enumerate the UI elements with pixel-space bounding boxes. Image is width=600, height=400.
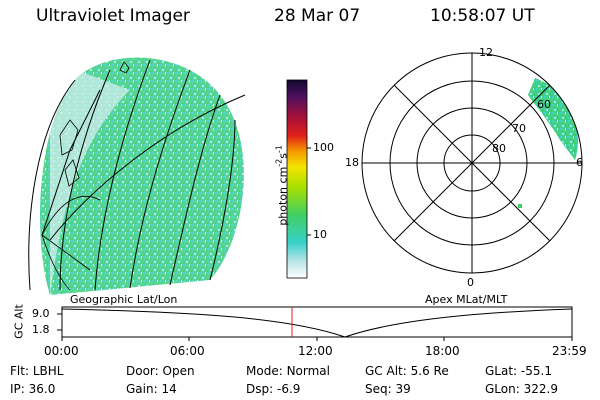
mlat-label-80: 80 (492, 142, 506, 155)
polar-panel-label: Apex MLat/MLT (425, 293, 508, 306)
seq-status: Seq: 39 (365, 382, 411, 396)
door-status: Door: Open (126, 364, 195, 378)
door-label: Door: (126, 364, 159, 378)
time-label: 10:58:07 UT (430, 6, 535, 26)
gcalt-value: 5.6 Re (410, 364, 449, 378)
glon-status: GLon: 322.9 (485, 382, 558, 396)
geo-panel-label: Geographic Lat/Lon (70, 293, 178, 306)
gcalt-status: GC Alt: 5.6 Re (365, 364, 449, 378)
gain-label: Gain: (126, 382, 158, 396)
altitude-xtick-2359: 23:59 (552, 344, 587, 358)
altitude-ytick-9: 9.0 (32, 307, 50, 320)
instrument-title: Ultraviolet Imager (36, 6, 190, 26)
gcalt-label: GC Alt: (365, 364, 407, 378)
door-value: Open (162, 364, 195, 378)
gain-status: Gain: 14 (126, 382, 177, 396)
colorbar-unit: photon cm (276, 166, 290, 226)
altitude-xtick-1200: 12:00 (298, 344, 333, 358)
colorbar-tick-100: 100 (313, 141, 334, 154)
mlat-label-70: 70 (512, 122, 526, 135)
colorbar (286, 79, 311, 279)
dsp-status: Dsp: -6.9 (246, 382, 300, 396)
glon-value: 322.9 (523, 382, 558, 396)
flt-label: Flt: (10, 364, 29, 378)
mlt-label-18: 18 (345, 156, 359, 169)
altitude-ylabel: GC Alt (12, 304, 26, 339)
date-label: 28 Mar 07 (274, 6, 361, 26)
mode-value: Normal (286, 364, 330, 378)
flt-status: Flt: LBHL (10, 364, 63, 378)
glon-label: GLon: (485, 382, 520, 396)
flt-value: LBHL (32, 364, 64, 378)
glat-value: -55.1 (520, 364, 552, 378)
colorbar-tick-10: 10 (313, 228, 327, 241)
colorbar-unit-s: s (276, 152, 290, 159)
ip-value: 36.0 (28, 382, 56, 396)
altitude-plot (57, 306, 573, 341)
mode-label: Mode: (246, 364, 283, 378)
dsp-label: Dsp: (246, 382, 274, 396)
altitude-xtick-1800: 18:00 (425, 344, 460, 358)
ip-status: IP: 36.0 (10, 382, 55, 396)
glat-status: GLat: -55.1 (485, 364, 552, 378)
colorbar-unit-exp: -2 (274, 158, 284, 167)
glat-label: GLat: (485, 364, 518, 378)
seq-label: Seq: (365, 382, 392, 396)
geo-image-panel (28, 57, 246, 295)
colorbar-label: photon cm-2s-1 (275, 125, 290, 245)
altitude-xtick-0000: 00:00 (44, 344, 79, 358)
seq-value: 39 (395, 382, 411, 396)
altitude-ytick-1-8: 1.8 (32, 323, 50, 336)
altitude-xtick-0600: 06:00 (170, 344, 205, 358)
dsp-value: -6.9 (276, 382, 301, 396)
mlt-label-0: 0 (467, 276, 474, 289)
mlat-label-60: 60 (537, 98, 551, 111)
gain-value: 14 (161, 382, 177, 396)
mode-status: Mode: Normal (246, 364, 330, 378)
colorbar-unit-exp2: -1 (274, 145, 284, 153)
polar-plot (361, 52, 583, 274)
mlt-label-12: 12 (479, 46, 493, 59)
mlt-label-6: 6 (576, 156, 583, 169)
ip-label: IP: (10, 382, 25, 396)
